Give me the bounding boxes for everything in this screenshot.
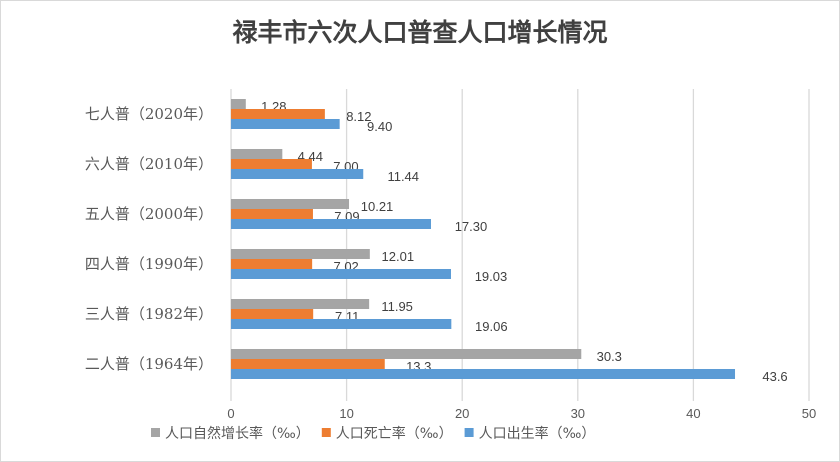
category-label: 七人普（2020年）: [85, 105, 213, 123]
category-label: 六人普（2010年）: [85, 155, 213, 173]
data-label: 12.01: [382, 249, 415, 264]
data-label: 10.21: [361, 199, 394, 214]
category-label: 四人普（1990年）: [85, 255, 213, 273]
data-label: 8.12: [346, 109, 371, 124]
bar-0: [231, 149, 283, 159]
bar-1: [231, 109, 325, 119]
data-label: 19.06: [475, 319, 508, 334]
legend-swatch: [321, 428, 331, 437]
bar-2: [231, 369, 736, 379]
bar-0: [231, 349, 582, 359]
category-label: 三人普（1982年）: [85, 305, 213, 323]
bar-1: [231, 209, 313, 219]
legend-label: 人口自然增长率（‰）: [165, 425, 310, 442]
bar-1: [231, 259, 313, 269]
legend-label: 人口出生率（‰）: [479, 425, 596, 442]
data-label: 9.40: [367, 119, 392, 134]
x-tick-label: 10: [339, 406, 353, 421]
bar-0: [231, 249, 370, 259]
bar-1: [231, 159, 312, 169]
legend-swatch: [151, 428, 160, 437]
x-tick-label: 0: [227, 406, 234, 421]
bar-0: [231, 299, 370, 309]
data-label: 11.44: [387, 169, 419, 184]
category-label: 五人普（2000年）: [85, 205, 213, 223]
chart-title: 禄丰市六次人口普查人口增长情况: [232, 18, 607, 47]
bar-0: [231, 199, 350, 209]
data-label: 11.95: [381, 299, 413, 314]
x-tick-label: 50: [802, 406, 816, 421]
bar-2: [231, 219, 431, 229]
bar-2: [231, 319, 452, 329]
legend-label: 人口死亡率（‰）: [336, 425, 453, 442]
bar-2: [231, 169, 364, 179]
data-label: 17.30: [455, 219, 488, 234]
legend-swatch: [464, 428, 474, 437]
x-tick-label: 30: [571, 406, 585, 421]
category-label: 二人普（1964年）: [85, 355, 213, 373]
bar-2: [231, 269, 451, 279]
x-tick-label: 40: [686, 406, 700, 421]
bar-2: [231, 119, 340, 129]
x-tick-label: 20: [455, 406, 469, 421]
data-label: 19.03: [475, 269, 508, 284]
bar-1: [231, 359, 385, 369]
data-label: 30.3: [597, 349, 622, 364]
bar-1: [231, 309, 314, 319]
bar-0: [231, 99, 246, 109]
data-label: 43.6: [762, 369, 787, 384]
